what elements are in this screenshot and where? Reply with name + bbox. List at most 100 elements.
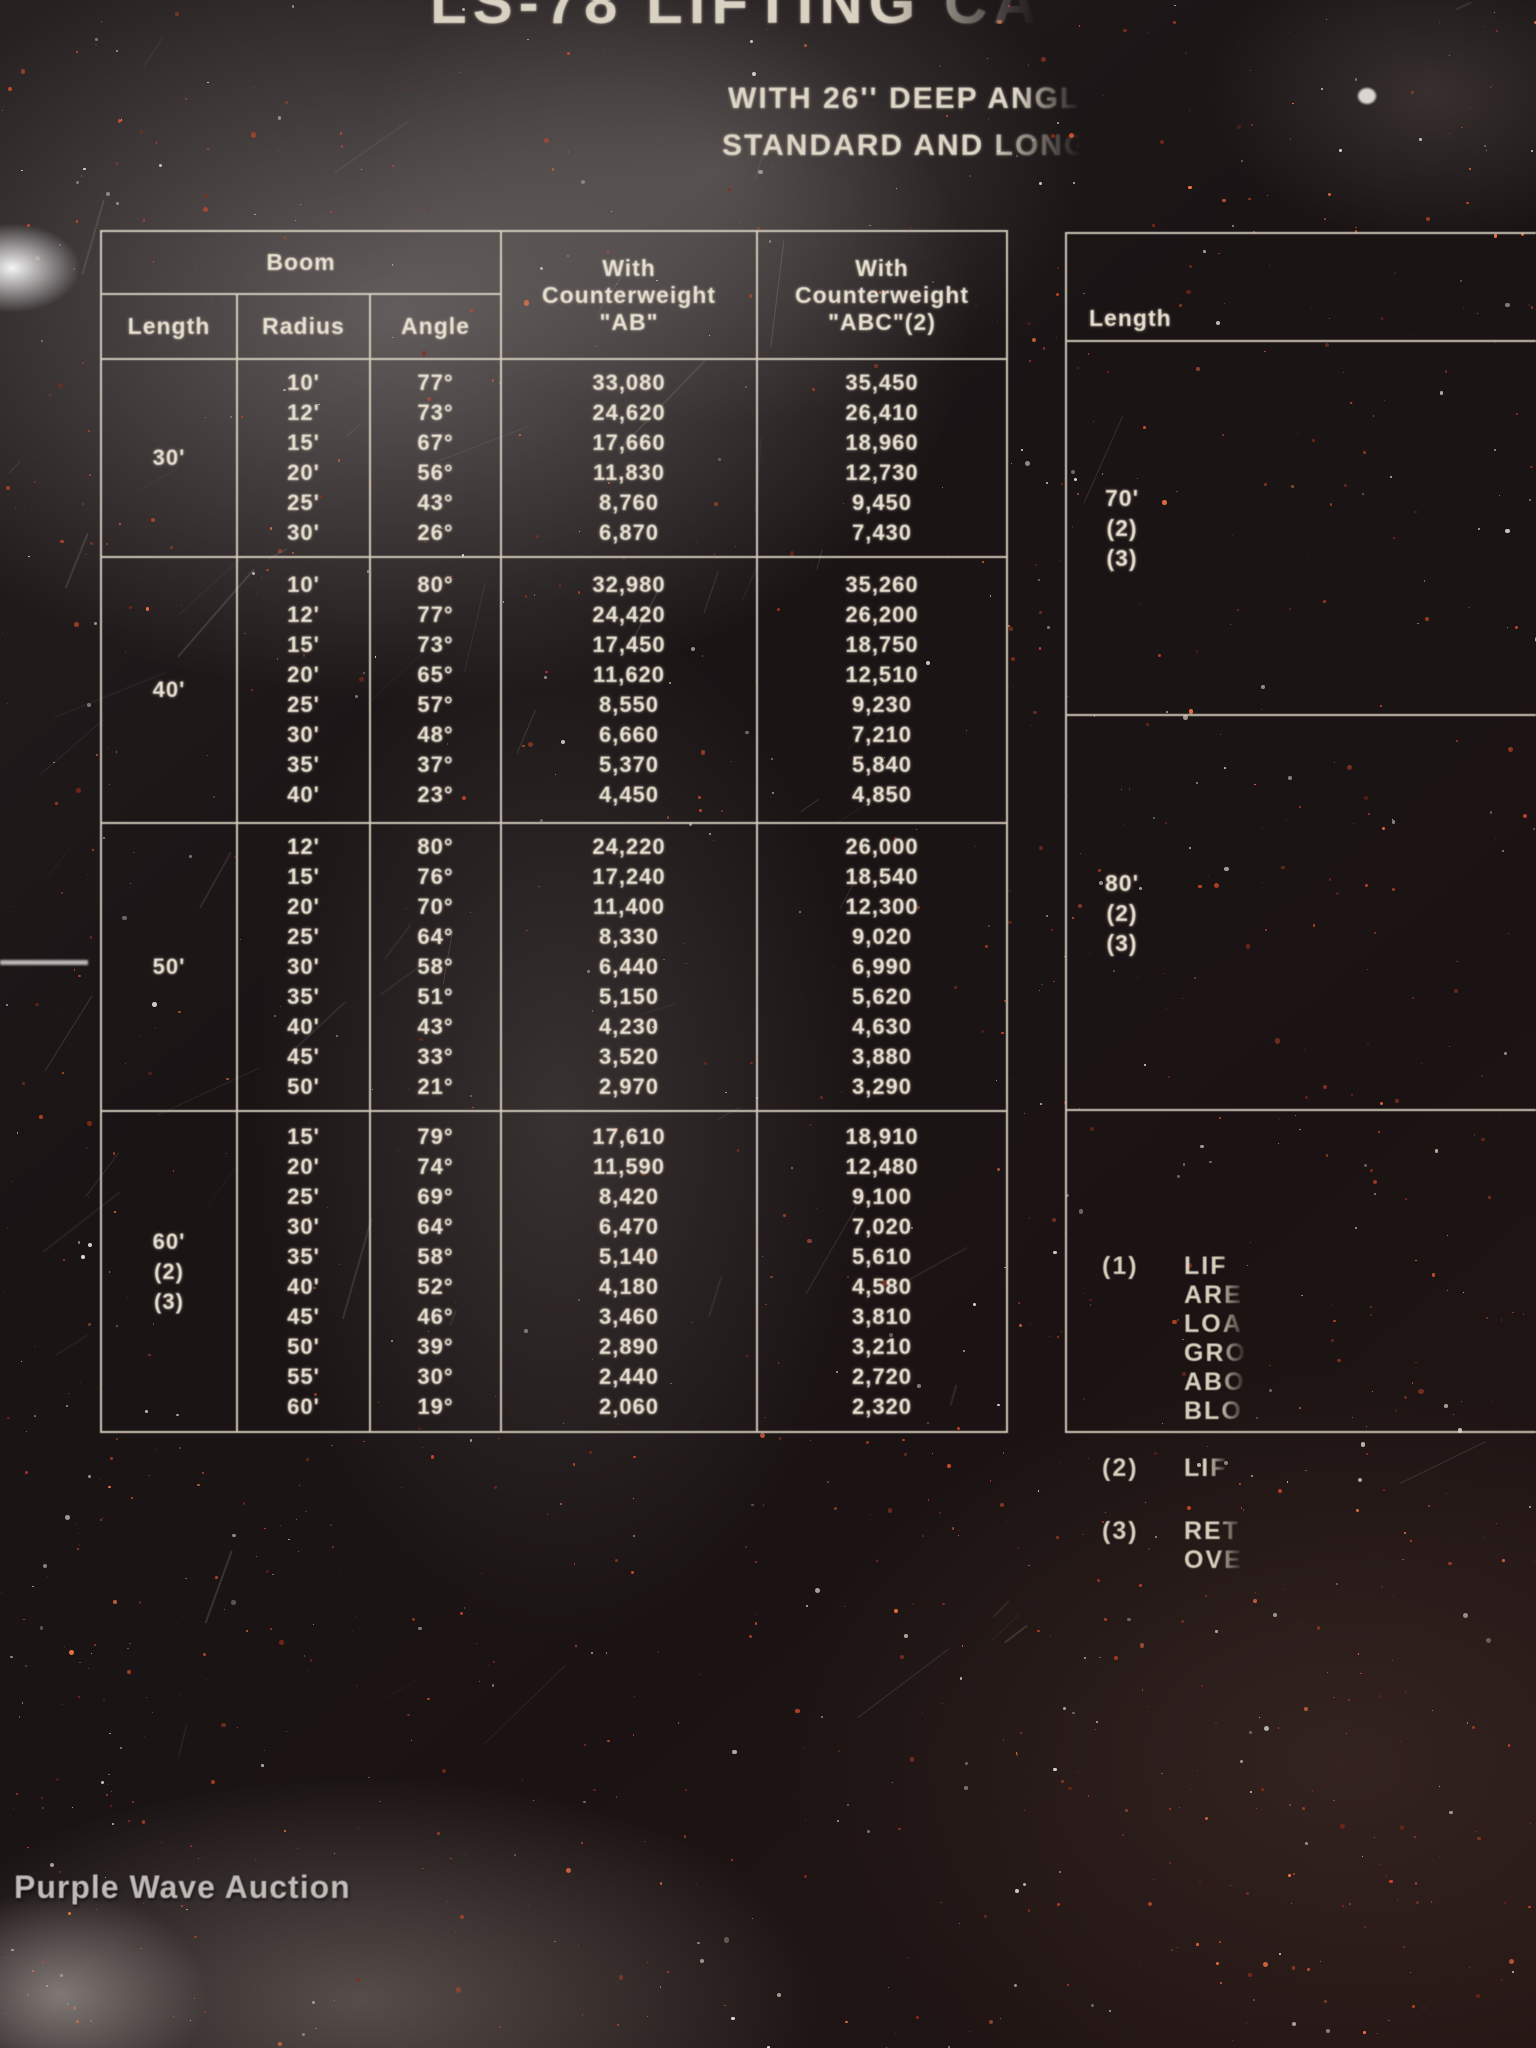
footnotes: (1) LIF ARE LOA GRO ABO BLO (2) LIF (3) RET OVE [1102, 1252, 1247, 1575]
length-column-header: Length [102, 295, 238, 358]
angle-cell: 80° 77° 73° 65° 57° 48° 37° 23° [371, 558, 502, 822]
cell-value: 25' [287, 1183, 320, 1209]
cell-value: 20' [287, 662, 320, 687]
plate-subtitle-line1: WITH 26'' DEEP ANGL [728, 82, 1081, 115]
boom-length-label: 40' [152, 677, 186, 702]
ab-capacity-cell: 24,220 17,240 11,400 8,330 6,440 5,150 4,230 3,… [502, 824, 758, 1110]
radius-column-header: Radius [238, 295, 371, 358]
cell-value: 3,460 [598, 1303, 660, 1329]
cell-value: 12' [287, 400, 320, 425]
cell-value: 56° [417, 460, 454, 485]
footnote-2: (2) LIF [1102, 1454, 1247, 1483]
cell-value: 35' [287, 1243, 320, 1269]
radius-cell: 12' 15' 20' 25' 30' 35' 40' 45' 50' [238, 824, 371, 1110]
cell-value: 65° [417, 662, 454, 687]
angle-cell: 79° 74° 69° 64° 58° 52° 46° 39° 30° 19° [371, 1112, 502, 1431]
cell-value: 17,450 [592, 632, 666, 657]
glare-spot [1358, 88, 1376, 104]
cell-value: 15' [287, 1123, 320, 1149]
abc-capacity-cell: 35,450 26,410 18,960 12,730 9,450 7,430 [758, 360, 1006, 556]
radius-cell: 15' 20' 25' 30' 35' 40' 45' 50' 55' 60' [238, 1112, 371, 1431]
cell-value: 9,230 [851, 692, 913, 717]
cell-value: 6,440 [598, 954, 660, 979]
cell-value: 7,020 [851, 1213, 913, 1239]
cell-value: 37° [417, 752, 454, 777]
length-cell: 40' [102, 558, 238, 822]
footnote-label: (1) [1102, 1252, 1139, 1280]
angle-cell: 80° 76° 70° 64° 58° 51° 43° 33° 21° [371, 824, 502, 1110]
cell-value: 2,320 [851, 1393, 913, 1419]
cell-value: 18,750 [845, 632, 919, 657]
partial-right-table: Length 70' (2) (3) 80' (2) (3) [1065, 232, 1536, 1433]
cell-value: 77° [417, 602, 454, 627]
cell-value: 10' [287, 572, 320, 597]
footnote-lines: LIF [1184, 1454, 1228, 1483]
abc-capacity-cell: 26,000 18,540 12,300 9,020 6,990 5,620 4,630 3,… [758, 824, 1006, 1110]
cell-value: 52° [417, 1273, 454, 1299]
cell-value: 73° [417, 632, 454, 657]
boom-block-50: 50' 12' 15' 20' 25' 30' 35' 40' 45' 50' 80° 76° 70° 6… [102, 822, 1006, 1110]
cell-value: 32,980 [592, 572, 666, 597]
counterweight-ab-header: With Counterweight "AB" [502, 232, 758, 358]
right-table-length-label: 70' (2) (3) [1105, 485, 1140, 571]
cell-value: 6,990 [851, 954, 913, 979]
cell-value: 76° [417, 864, 454, 889]
cell-value: 40' [287, 1273, 320, 1299]
cell-value: 7,210 [851, 722, 913, 747]
cell-value: 69° [417, 1183, 454, 1209]
cell-value: 3,290 [851, 1074, 913, 1099]
cell-value: 45' [287, 1044, 320, 1069]
footnote-fragment: ABO [1184, 1368, 1246, 1396]
cell-value: 8,420 [598, 1183, 660, 1209]
abc-capacity-cell: 35,260 26,200 18,750 12,510 9,230 7,210 5,840 4… [758, 558, 1006, 822]
auction-watermark: Purple Wave Auction [14, 1869, 351, 1905]
cell-value: 45' [287, 1303, 320, 1329]
cell-value: 25' [287, 692, 320, 717]
cell-value: 12,300 [845, 894, 919, 919]
right-table-body: 70' (2) (3) 80' (2) (3) [1067, 342, 1536, 1111]
boom-block-30: 30' 10' 12' 15' 20' 25' 30' 77° 73° 67° 56° 43° 26° 3… [102, 360, 1006, 556]
boom-length-label: 30' [152, 445, 186, 470]
cell-value: 5,150 [598, 984, 660, 1009]
cell-value: 20' [287, 460, 320, 485]
length-cell: 50' [102, 824, 238, 1110]
boom-block-40: 40' 10' 12' 15' 20' 25' 30' 35' 40' 80° 77° 73° 65° 5… [102, 556, 1006, 822]
cell-value: 2,060 [598, 1393, 660, 1419]
boom-block-60: 60' (2) (3) 15' 20' 25' 30' 35' 40' 45' 50' 55' 60… [102, 1110, 1006, 1431]
cell-value: 43° [417, 490, 454, 515]
cell-value: 40' [287, 782, 320, 807]
cell-value: 26,410 [845, 400, 919, 425]
cell-value: 18,540 [845, 864, 919, 889]
cell-value: 12,510 [845, 662, 919, 687]
cell-value: 26° [417, 520, 454, 545]
ab-capacity-cell: 32,980 24,420 17,450 11,620 8,550 6,660 5,370 4… [502, 558, 758, 822]
cell-value: 33° [417, 1044, 454, 1069]
cell-value: 50' [287, 1074, 320, 1099]
cell-value: 12' [287, 834, 320, 859]
cell-value: 26,000 [845, 834, 919, 859]
cell-value: 35' [287, 752, 320, 777]
boom-header: Boom [102, 232, 502, 295]
footnote-fragment: BLO [1184, 1397, 1243, 1425]
footnote-fragment: RET [1184, 1517, 1240, 1545]
cell-value: 12' [287, 602, 320, 627]
cell-value: 50' [287, 1333, 320, 1359]
plate-title: LS-78 LIFTING CA [430, 0, 1043, 36]
right-table-length-label: 80' (2) (3) [1105, 869, 1140, 956]
abc-capacity-cell: 18,910 12,480 9,100 7,020 5,610 4,580 3,810 3,2… [758, 1112, 1006, 1431]
cell-value: 4,850 [851, 782, 913, 807]
cell-value: 24,620 [592, 400, 666, 425]
cell-value: 80° [417, 834, 454, 859]
cell-value: 35,260 [845, 572, 919, 597]
cell-value: 67° [417, 430, 454, 455]
cell-value: 30' [287, 722, 320, 747]
right-table-row: 80' (2) (3) [1067, 716, 1536, 1111]
cell-value: 80° [417, 572, 454, 597]
cell-value: 17,240 [592, 864, 666, 889]
cell-value: 9,450 [851, 490, 913, 515]
footnote-fragment: LIF [1184, 1252, 1228, 1280]
cell-value: 18,910 [845, 1123, 919, 1149]
length-cell: 60' (2) (3) [102, 1112, 238, 1431]
cell-value: 3,810 [851, 1303, 913, 1329]
